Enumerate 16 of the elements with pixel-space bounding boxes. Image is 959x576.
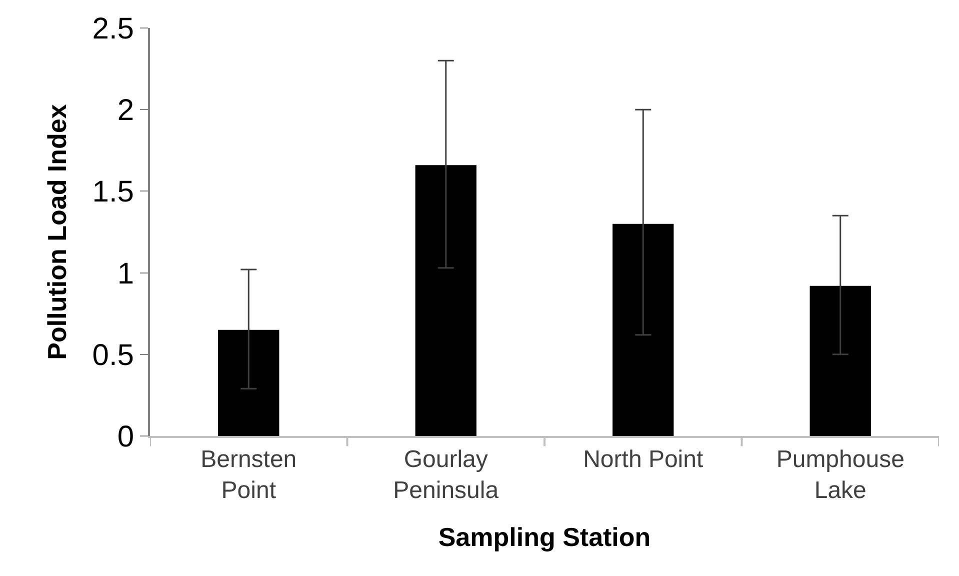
bar [612,224,674,436]
y-axis-title: Pollution Load Index [42,104,72,360]
x-tick-label: North Point [583,446,704,473]
x-tick-label: Pumphouse Lake [776,446,904,504]
x-tick-label: Gourlay Peninsula [393,446,500,504]
bar [218,330,280,436]
y-tick-label: 1.5 [92,176,134,209]
bar [415,165,476,436]
x-tick-label: Bernsten Point [200,446,297,504]
bar [810,286,871,436]
y-tick-label: 2 [117,94,134,128]
y-tick-label: 1 [117,257,134,290]
y-tick-label: 0 [117,420,134,454]
x-axis-title: Sampling Station [438,522,651,552]
y-tick-label: 2.5 [92,12,134,46]
y-tick-label: 0.5 [92,338,134,372]
